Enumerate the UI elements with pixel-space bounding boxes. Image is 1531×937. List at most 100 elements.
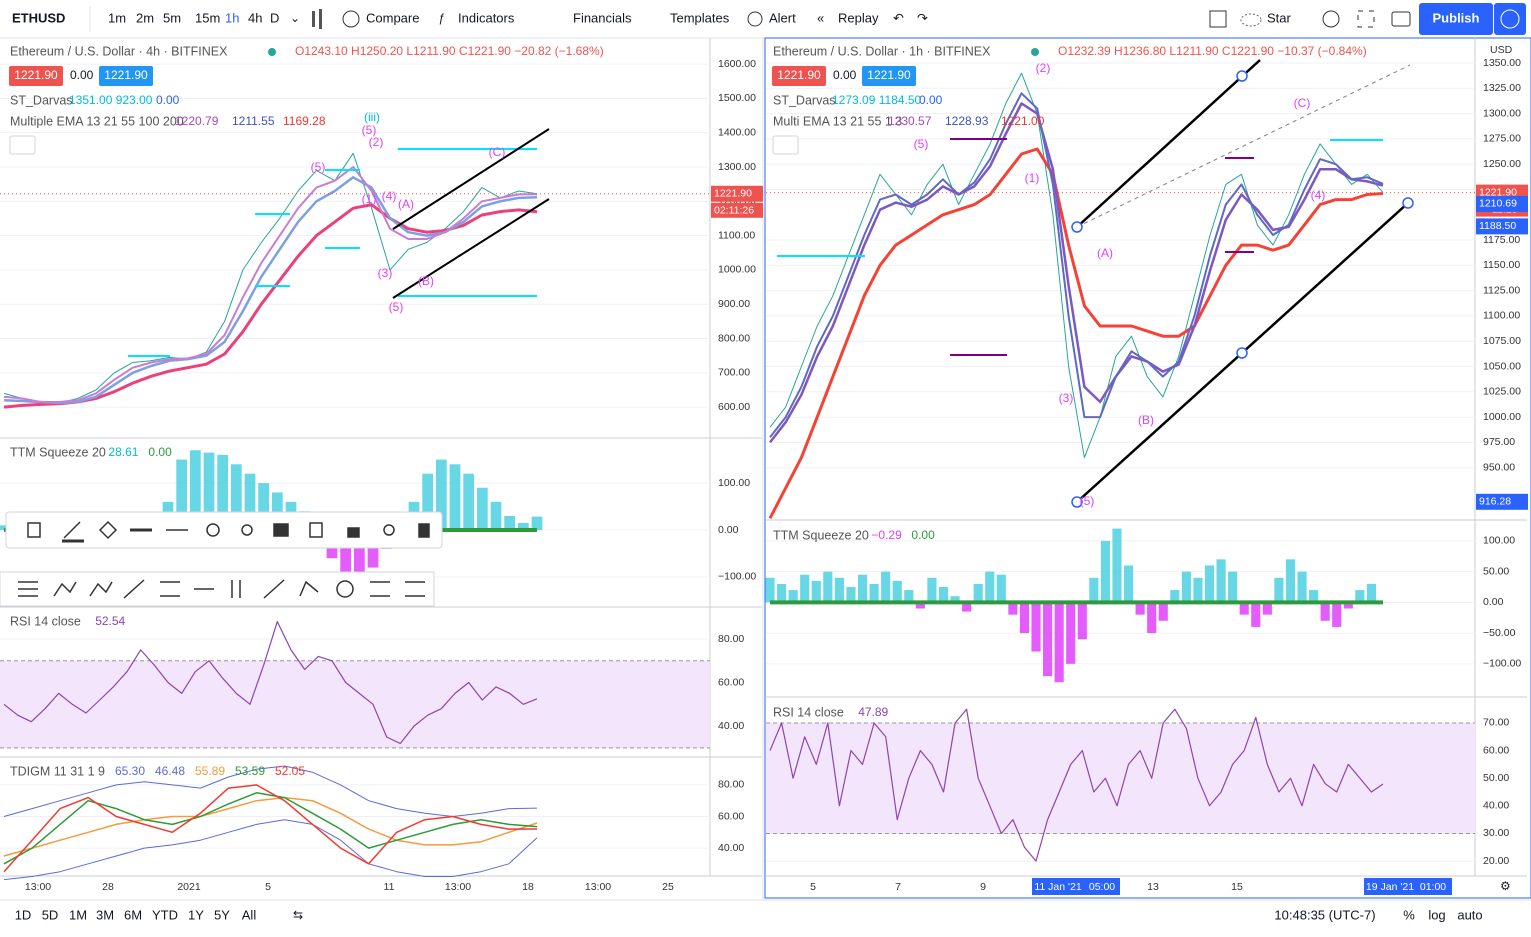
pane-title: TTM Squeeze 20 — [10, 445, 106, 459]
collapse-button[interactable] — [9, 135, 36, 155]
interval-button[interactable]: 5m — [163, 10, 181, 25]
series-line — [768, 147, 1384, 519]
toolbar-button[interactable]: Templates — [670, 10, 730, 25]
x-tick-label: 18 — [522, 881, 534, 893]
interval-button[interactable]: 1h — [225, 10, 239, 25]
wave-label: (5) — [914, 137, 929, 151]
range-button[interactable]: YTD — [152, 907, 178, 922]
toolbar-button[interactable]: Compare — [366, 10, 419, 25]
interval-button[interactable]: 15m — [195, 10, 220, 25]
wave-label: (C) — [489, 145, 506, 159]
histogram-bar — [1031, 602, 1041, 652]
y-tick-label: 100.00 — [1483, 535, 1515, 547]
y-tick-label: 1000.00 — [718, 264, 756, 276]
indicator-value: 1228.93 — [945, 114, 989, 128]
histogram-bar — [1158, 602, 1168, 621]
scale-option[interactable]: log — [1428, 907, 1445, 922]
screenshot-icon[interactable] — [1391, 11, 1411, 27]
y-tick-label: 1125.00 — [1483, 284, 1520, 296]
range-button[interactable]: 3M — [96, 907, 114, 922]
y-tick-label: 1000.00 — [1483, 411, 1521, 423]
dropdown-arrow[interactable]: ⌄ — [290, 11, 300, 25]
histogram-bar — [176, 459, 188, 531]
histogram-bar — [834, 577, 844, 603]
undo[interactable]: ↶ — [893, 10, 904, 25]
spread: 0.00 — [70, 68, 94, 82]
range-button[interactable]: 1M — [69, 907, 87, 922]
alert-icon — [747, 11, 763, 27]
histogram-bar — [765, 577, 775, 603]
interval-button[interactable]: 1m — [108, 10, 126, 25]
scale-option[interactable]: auto — [1457, 907, 1482, 922]
symbol[interactable]: ETHUSD — [12, 10, 65, 25]
toolbar-button[interactable]: Financials — [573, 10, 632, 25]
price-label: 1221.90 — [1479, 186, 1517, 198]
histogram-bar — [1343, 602, 1353, 609]
histogram-bar — [1251, 602, 1261, 627]
fullscreen-icon[interactable] — [1357, 10, 1375, 28]
range-button[interactable]: All — [242, 907, 257, 922]
histogram-bar — [962, 602, 972, 612]
crosshair-time-bg — [1032, 878, 1120, 895]
y-tick-label: 1300.00 — [1483, 107, 1521, 119]
range-button[interactable]: 1Y — [188, 907, 204, 922]
histogram-bar — [927, 577, 937, 603]
ask[interactable]: 1221.90 — [104, 68, 148, 82]
toolbar-button[interactable]: Replay — [838, 10, 879, 25]
chart-type-icon — [319, 9, 322, 29]
histogram-bar — [1193, 577, 1203, 603]
chart-type-icon[interactable] — [312, 11, 315, 27]
collapse-button[interactable] — [772, 135, 799, 155]
histogram-bar — [1043, 602, 1053, 677]
wave-label: (1) — [362, 192, 377, 206]
y-tick-label: 1150.00 — [1483, 259, 1520, 271]
histogram-bar — [203, 452, 215, 531]
bid[interactable]: 1221.90 — [777, 68, 821, 82]
publish-button[interactable] — [1419, 3, 1493, 35]
range-button[interactable]: 5D — [42, 907, 59, 922]
star-button[interactable]: Star — [1267, 10, 1292, 25]
y-tick-label: 900.00 — [718, 298, 750, 310]
date-range-icon[interactable]: ⇆ — [293, 908, 303, 922]
y-tick-label: 0.00 — [718, 524, 739, 536]
range-button[interactable]: 1D — [15, 907, 32, 922]
wave-label: (1) — [1025, 171, 1040, 185]
histogram-bar — [869, 583, 879, 603]
play-button[interactable] — [1494, 3, 1526, 35]
scale-option[interactable]: % — [1403, 907, 1415, 922]
wave-label: (iii) — [364, 110, 380, 124]
spread: 0.00 — [833, 68, 857, 82]
range-button[interactable]: 5Y — [214, 907, 230, 922]
toolbar-button[interactable]: Alert — [769, 10, 796, 25]
histogram-bar — [892, 580, 902, 603]
ask[interactable]: 1221.90 — [867, 68, 911, 82]
histogram-bar — [1170, 590, 1180, 603]
axis-settings[interactable]: ⚙ — [1500, 879, 1511, 893]
range-button[interactable]: 6M — [124, 907, 142, 922]
histogram-bar — [490, 501, 502, 531]
interval-button[interactable]: 4h — [248, 10, 262, 25]
anchor-points[interactable] — [1071, 70, 1414, 508]
y-tick-label: 1250.00 — [1483, 158, 1521, 170]
y-tick-label: 1275.00 — [1483, 133, 1521, 145]
pane-value: 28.61 — [108, 445, 138, 459]
y-tick-label: 40.00 — [718, 720, 744, 732]
y-tick-label: 1025.00 — [1483, 386, 1521, 398]
x-tick-label: 11 Jan '21 — [1034, 881, 1082, 893]
x-tick-label: 19 Jan '21 — [1366, 881, 1414, 893]
interval-button[interactable]: 2m — [136, 10, 154, 25]
series-line — [3, 796, 538, 857]
histogram-bar — [1204, 565, 1215, 603]
toolbar-button[interactable]: Indicators — [458, 10, 515, 25]
histogram-bar — [189, 450, 201, 531]
layout-icon[interactable] — [1209, 10, 1227, 28]
settings-icon[interactable] — [1322, 10, 1340, 28]
y-tick-label: 0.00 — [1483, 596, 1504, 608]
histogram-bar — [1054, 602, 1064, 683]
bid[interactable]: 1221.90 — [14, 68, 58, 82]
interval-button[interactable]: D — [270, 10, 279, 25]
y-tick-label: 950.00 — [1483, 461, 1515, 473]
redo[interactable]: ↷ — [917, 10, 928, 25]
histogram-bar — [435, 459, 447, 531]
x-tick-label: 9 — [980, 881, 986, 893]
